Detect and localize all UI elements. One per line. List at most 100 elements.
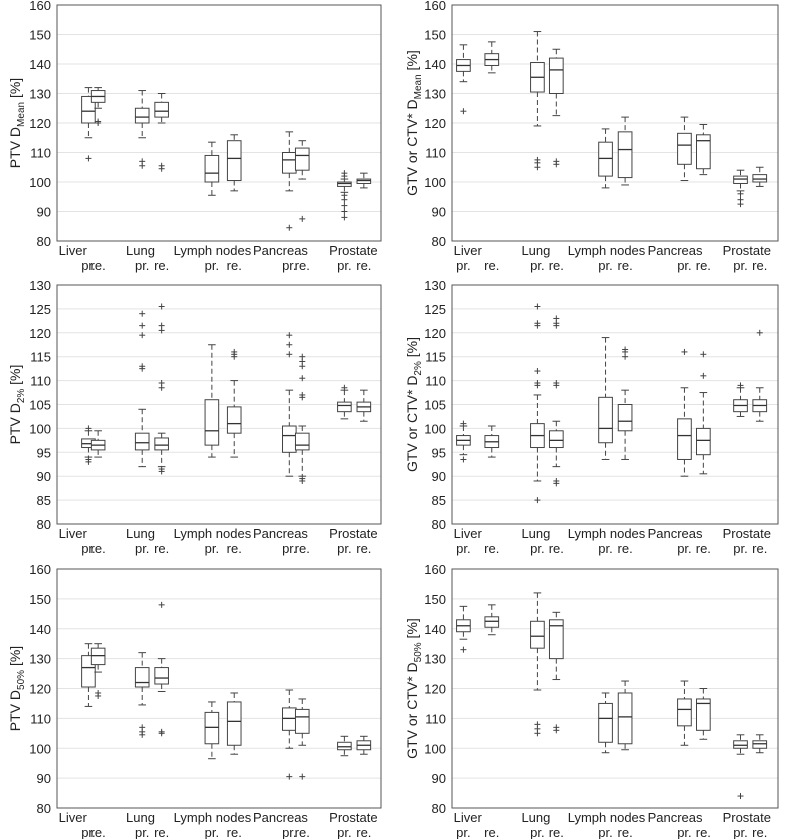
y-tick-label: 130 [424,652,446,667]
x-sub-label: pr. [205,258,219,273]
box-iqr [134,107,150,124]
y-axis-label: PTV DMean [%] [7,78,27,168]
x-sub-label: re. [295,825,310,839]
box-iqr [617,131,633,179]
x-group-label: Liver [59,810,88,825]
y-tick-label: 80 [432,801,446,816]
y-tick-label: 100 [29,421,51,436]
x-sub-label: re. [227,825,242,839]
y-tick-label: 100 [424,421,446,436]
x-sub-label: pr. [337,541,351,556]
x-sub-label: pr. [456,541,470,556]
box-iqr [154,437,169,451]
box-lymph-nodes-re: re. [617,116,633,273]
outlier-point [85,458,92,465]
outlier-point [681,348,688,355]
x-sub-label: re. [484,258,499,273]
box-lymph-nodes-pr: pr. [204,701,220,839]
box-lung-pr: pr. [530,592,545,839]
x-sub-label: re. [154,258,169,273]
y-tick-label: 110 [425,374,446,389]
box-liver-pr: pr. [456,420,471,556]
y-tick-label: 130 [29,652,51,667]
y-tick-label: 90 [37,469,51,484]
x-sub-label: pr. [598,258,612,273]
x-group-label: Prostate [723,810,771,825]
box-pancreas-re: re. [696,351,711,556]
x-group-label: Lymph nodes [568,526,646,541]
y-tick-label: 85 [37,493,51,508]
y-tick-label: 110 [30,374,51,389]
box-iqr [356,178,372,184]
box-iqr [154,101,169,118]
outlier-point [534,730,541,737]
y-axis-label: GTV or CTV* D50% [%] [404,618,424,759]
outlier-point [158,468,165,475]
y-tick-label: 130 [424,87,446,102]
box-lymph-nodes-re: re. [227,348,242,556]
x-group-label: Lymph nodes [568,810,646,825]
box-pancreas-re: re. [696,123,711,273]
box-iqr [752,740,768,749]
x-sub-label: pr. [677,825,691,839]
outlier-point [85,425,92,432]
x-group-label: Lung [126,243,155,258]
x-sub-label: re. [696,825,711,839]
y-tick-label: 130 [424,278,446,293]
box-iqr [294,432,310,451]
y-tick-label: 130 [29,278,51,293]
plot-frame [451,284,779,525]
outlier-point [158,165,165,172]
outlier-point [534,368,541,375]
box-pancreas-pr: pr. [282,131,297,273]
y-axis-label: PTV D2% [%] [7,365,27,445]
x-group-label: Lymph nodes [568,243,646,258]
x-sub-label: pr. [282,258,296,273]
outlier-point [95,120,102,126]
x-sub-label: pr. [81,258,95,273]
box-iqr [598,396,613,444]
outlier-point [299,477,306,484]
x-group-label: Pancreas [648,526,703,541]
x-sub-label: re. [484,825,499,839]
x-group-label: Lung [126,526,155,541]
box-iqr [548,619,564,660]
x-sub-label: pr. [530,825,544,839]
y-axis-label: GTV or CTV* DMean [%] [404,50,424,196]
outlier-point [139,365,146,372]
x-sub-label: re. [549,258,564,273]
box-pancreas-pr: pr. [677,680,692,839]
x-sub-label: re. [356,258,371,273]
outlier-point [553,727,560,734]
outlier-point [553,382,560,389]
box-lung-re: re. [549,315,564,556]
outlier-point [553,322,560,329]
box-lymph-nodes-re: re. [227,692,242,839]
box-iqr [154,667,169,685]
y-tick-label: 130 [29,87,51,102]
x-sub-label: pr. [282,541,296,556]
box-prostate-re: re. [356,172,372,273]
box-iqr [548,57,564,94]
outlier-point [553,161,560,168]
box-liver-re: re. [91,643,106,839]
y-tick-label: 80 [37,234,51,249]
box-iqr [204,711,220,745]
box-iqr [337,181,352,187]
plot-frame [56,568,382,809]
box-lung-pr: pr. [134,652,150,839]
box-iqr [530,620,545,649]
box-liver-pr: pr. [456,44,471,273]
x-group-label: Lung [521,810,550,825]
box-prostate-pr: pr. [337,384,352,556]
box-prostate-pr: pr. [337,735,352,839]
box-iqr [677,418,692,460]
box-pancreas-pr: pr. [677,348,692,556]
box-liver-re: re. [91,87,106,273]
box-lymph-nodes-pr: pr. [598,337,613,556]
y-tick-label: 100 [29,741,51,756]
box-lung-re: re. [154,303,169,556]
y-tick-label: 120 [29,116,51,131]
outlier-point [158,384,165,391]
x-group-label: Liver [59,526,88,541]
